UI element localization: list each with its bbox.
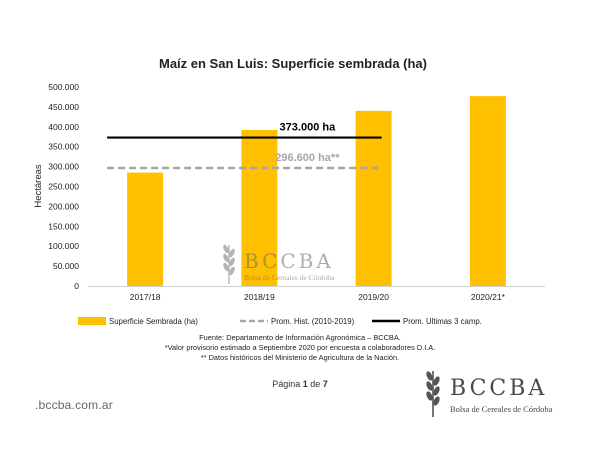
- historical-note: ** Datos históricos del Ministerio de Ag…: [200, 353, 400, 362]
- legend-label: Prom. Ultimas 3 camp.: [403, 317, 482, 326]
- legend: Superficie Sembrada (ha) Prom. Hist. (201…: [78, 317, 482, 326]
- y-tick-label: 500.000: [48, 82, 79, 92]
- x-tick-label: 2020/21*: [471, 292, 506, 302]
- legend-swatch-bar: [78, 317, 106, 325]
- watermark-main: BCCBA: [244, 249, 334, 273]
- y-tick-label: 200.000: [48, 201, 79, 211]
- bar-2017/18: [127, 172, 164, 286]
- chart: Maíz en San Luis: Superficie sembrada (h…: [33, 56, 545, 326]
- watermark-sub: Bolsa de Cereales de Córdoba: [244, 273, 335, 282]
- source-note: Fuente: Departamento de Información Agro…: [199, 333, 401, 342]
- y-tick-label: 150.000: [48, 221, 79, 231]
- y-tick-label: 100.000: [48, 241, 79, 251]
- provisional-note: *Valor provisorio estimado a Septiembre …: [164, 343, 436, 352]
- y-tick-label: 350.000: [48, 142, 79, 152]
- page-middle: de: [307, 379, 323, 389]
- page-indicator: Página 1 de 7: [225, 379, 375, 389]
- x-tick-label: 2017/18: [130, 292, 161, 302]
- logo-sub: Bolsa de Cereales de Córdoba: [450, 404, 553, 414]
- reference-line-label-0: 296.600 ha**: [275, 152, 340, 164]
- bccba-watermark: BCCBA Bolsa de Cereales de Córdoba: [218, 237, 368, 287]
- legend-label: Superficie Sembrada (ha): [109, 317, 198, 326]
- bar-2018/19: [241, 129, 278, 286]
- page-prefix: Página: [272, 379, 303, 389]
- wheat-icon: [223, 244, 235, 284]
- y-tick-label: 50.000: [53, 261, 79, 271]
- logo-main: BCCBA: [450, 376, 548, 401]
- reference-line-label-1: 373.000 ha: [280, 122, 337, 134]
- chart-title: Maíz en San Luis: Superficie sembrada (h…: [159, 56, 427, 71]
- x-tick-label: 2018/19: [244, 292, 275, 302]
- y-tick-label: 400.000: [48, 122, 79, 132]
- source-notes: Fuente: Departamento de Información Agro…: [0, 333, 600, 363]
- legend-label: Prom. Hist. (2010-2019): [271, 317, 355, 326]
- x-tick-label: 2019/20: [358, 292, 389, 302]
- wheat-icon: [426, 371, 440, 417]
- site-url: .bccba.com.ar: [35, 398, 113, 412]
- y-axis-label: Hectáreas: [33, 164, 44, 208]
- y-tick-label: 250.000: [48, 182, 79, 192]
- bccba-logo: BCCBA Bolsa de Cereales de Córdoba: [418, 366, 578, 422]
- page-total: 7: [322, 379, 328, 389]
- bar-2020/21*: [469, 96, 506, 287]
- bar-2019/20: [355, 110, 392, 286]
- y-tick-label: 0: [74, 281, 79, 291]
- y-tick-label: 300.000: [48, 162, 79, 172]
- y-tick-label: 450.000: [48, 102, 79, 112]
- page-current: 1: [302, 379, 308, 389]
